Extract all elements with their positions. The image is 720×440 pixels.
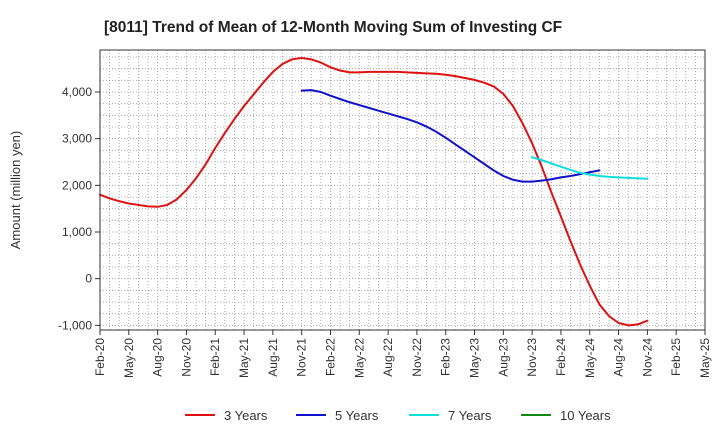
series-lines xyxy=(99,56,649,327)
x-tick-label: May-22 xyxy=(352,338,366,378)
y-tick-label: 3,000 xyxy=(62,132,92,146)
legend-label: 3 Years xyxy=(224,408,268,423)
grid xyxy=(100,50,705,330)
x-tick-label: Feb-25 xyxy=(669,338,683,376)
x-tick-label: Feb-21 xyxy=(208,338,222,376)
x-tick-label: May-20 xyxy=(122,338,136,378)
x-tick-label: Aug-21 xyxy=(266,338,280,377)
x-tick-label: Nov-24 xyxy=(640,338,654,377)
series-line-5-years xyxy=(300,89,601,183)
x-tick-label: Nov-20 xyxy=(179,338,193,377)
chart-title: [8011] Trend of Mean of 12-Month Moving … xyxy=(104,19,562,36)
plot-area xyxy=(100,50,705,330)
x-tick-label: Nov-23 xyxy=(525,338,539,377)
y-tick-label: 0 xyxy=(85,272,92,286)
legend-label: 5 Years xyxy=(335,408,379,423)
x-tick-label: Feb-23 xyxy=(439,338,453,376)
series-line-7-years xyxy=(531,156,649,180)
y-tick-label: -1,000 xyxy=(58,318,92,332)
x-tick-label: Aug-23 xyxy=(496,338,510,377)
x-tick-label: Nov-21 xyxy=(295,338,309,377)
y-tick-label: 4,000 xyxy=(62,85,92,99)
x-axis-ticks: Feb-20 May-20 Aug-20 Nov-20 Feb-21 May-21 Aug-… xyxy=(93,330,712,378)
y-axis-ticks: -1,000 0 1,000 2,000 3,000 4,000 xyxy=(58,85,100,332)
x-tick-label: May-24 xyxy=(583,338,597,378)
y-tick-label: 2,000 xyxy=(62,178,92,192)
x-tick-label: May-21 xyxy=(237,338,251,378)
legend: 3 Years 5 Years 7 Years 10 Years xyxy=(185,408,611,423)
plot-frame xyxy=(99,49,706,331)
legend-label: 7 Years xyxy=(448,408,492,423)
x-tick-label: Feb-22 xyxy=(323,338,337,376)
x-tick-label: Aug-20 xyxy=(151,338,165,377)
x-tick-label: May-23 xyxy=(468,338,482,378)
x-tick-label: Aug-22 xyxy=(381,338,395,377)
y-axis-label: Amount (million yen) xyxy=(8,131,23,250)
series-line-3-years xyxy=(99,56,649,327)
x-tick-label: Nov-22 xyxy=(410,338,424,377)
x-tick-label: Feb-24 xyxy=(554,338,568,376)
x-tick-label: May-25 xyxy=(698,338,712,378)
x-tick-label: Feb-20 xyxy=(93,338,107,376)
x-tick-label: Aug-24 xyxy=(612,338,626,377)
legend-label: 10 Years xyxy=(560,408,611,423)
y-tick-label: 1,000 xyxy=(62,225,92,239)
